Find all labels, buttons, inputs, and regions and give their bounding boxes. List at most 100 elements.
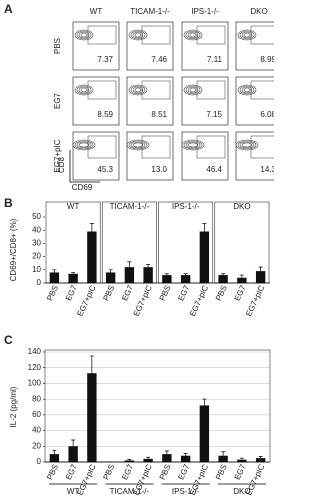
contour	[130, 141, 146, 149]
panel-label: B	[4, 196, 13, 210]
gate-value: 46.4	[206, 165, 222, 174]
contour	[243, 87, 251, 93]
y-tick-label: 120	[28, 363, 42, 372]
bar	[180, 455, 191, 462]
row-label: EG7+pIC	[53, 139, 62, 172]
bar	[218, 455, 228, 462]
flow-plot	[181, 76, 229, 126]
y-tick-label: 30	[32, 239, 41, 248]
x-tick-label: PBS	[45, 463, 60, 481]
x-tick-label: EG7	[176, 462, 191, 481]
contour	[134, 87, 142, 93]
contour	[74, 29, 94, 41]
contour	[187, 86, 199, 94]
contour	[241, 31, 253, 39]
bar	[68, 273, 78, 283]
column-header: DKO	[250, 7, 267, 16]
contour	[189, 32, 197, 38]
gate-value: 8.51	[151, 110, 167, 119]
contour	[187, 31, 199, 39]
contour	[185, 30, 201, 40]
contour	[237, 29, 257, 41]
gate-value: 7.11	[207, 55, 223, 64]
bar	[237, 459, 247, 462]
y-tick-label: 50	[32, 212, 41, 221]
contour	[130, 30, 146, 40]
bar	[255, 271, 266, 283]
x-tick-label: PBS	[214, 284, 229, 302]
plot-frame	[44, 349, 271, 463]
column-header: WT	[90, 7, 103, 16]
contour	[241, 142, 253, 148]
axis-label: CD69	[72, 183, 93, 192]
gate	[141, 135, 171, 159]
contour	[80, 32, 88, 38]
flow-plot	[126, 76, 174, 126]
error-bar	[239, 457, 244, 460]
y-tick-label: 40	[32, 426, 41, 435]
y-tick-label: 40	[32, 225, 41, 234]
flow-plot	[235, 76, 274, 126]
gate-value: 45.3	[97, 165, 113, 174]
y-axis-label: IL-2 (pg/ml)	[9, 386, 18, 427]
axis-label: CD8	[57, 156, 66, 173]
error-bar	[239, 274, 244, 278]
bar	[49, 454, 60, 462]
error-bar	[89, 223, 94, 232]
error-bar	[52, 269, 57, 273]
gate	[87, 80, 117, 100]
x-tick-label: EG7+pIC	[75, 463, 97, 497]
contour	[132, 142, 144, 148]
flow-plot	[126, 21, 174, 71]
x-tick-label: PBS	[101, 284, 116, 302]
error-bar	[164, 273, 169, 276]
error-bar	[202, 223, 207, 232]
x-tick-label: EG7	[64, 283, 79, 302]
error-bar	[127, 261, 132, 268]
error-bar	[258, 266, 263, 272]
gate	[250, 25, 274, 45]
row-label: EG7	[53, 92, 62, 109]
flow-plot	[72, 21, 120, 71]
contour	[181, 139, 205, 151]
group-label: DKO	[233, 202, 250, 211]
x-tick-label: EG7	[176, 283, 191, 302]
x-tick-label: EG7+pIC	[244, 284, 266, 318]
bar	[49, 272, 60, 283]
gate	[250, 135, 274, 159]
bar	[162, 454, 172, 462]
contour	[126, 139, 150, 151]
y-tick-label: 10	[32, 265, 41, 274]
contour	[185, 85, 201, 95]
contour	[130, 85, 146, 95]
error-bar	[52, 449, 57, 455]
bar	[143, 458, 153, 462]
contour	[72, 139, 96, 151]
contour	[78, 31, 90, 39]
gate-value: 13.0	[151, 165, 167, 174]
error-bar	[183, 453, 188, 456]
group-label: TICAM-1-/-	[110, 202, 150, 211]
flow-plot	[72, 76, 120, 126]
bar	[255, 458, 266, 462]
contour	[183, 84, 203, 96]
x-tick-label: EG7+pIC	[244, 463, 266, 497]
gate	[141, 80, 171, 100]
group-label: IPS-1-/-	[172, 487, 200, 496]
contour	[183, 29, 203, 41]
error-bar	[183, 273, 188, 276]
contour	[128, 29, 148, 41]
error-bar	[202, 398, 207, 406]
contour	[241, 86, 253, 94]
contour	[185, 141, 201, 149]
x-tick-label: PBS	[45, 284, 60, 302]
error-bar	[127, 459, 132, 461]
y-tick-label: 0	[37, 457, 42, 466]
contour	[132, 31, 144, 39]
group-label: WT	[67, 487, 80, 496]
y-tick-label: 60	[32, 410, 41, 419]
contour	[132, 86, 144, 94]
contour	[187, 142, 199, 148]
contour	[237, 84, 257, 96]
gate-value: 8.99	[260, 55, 274, 64]
